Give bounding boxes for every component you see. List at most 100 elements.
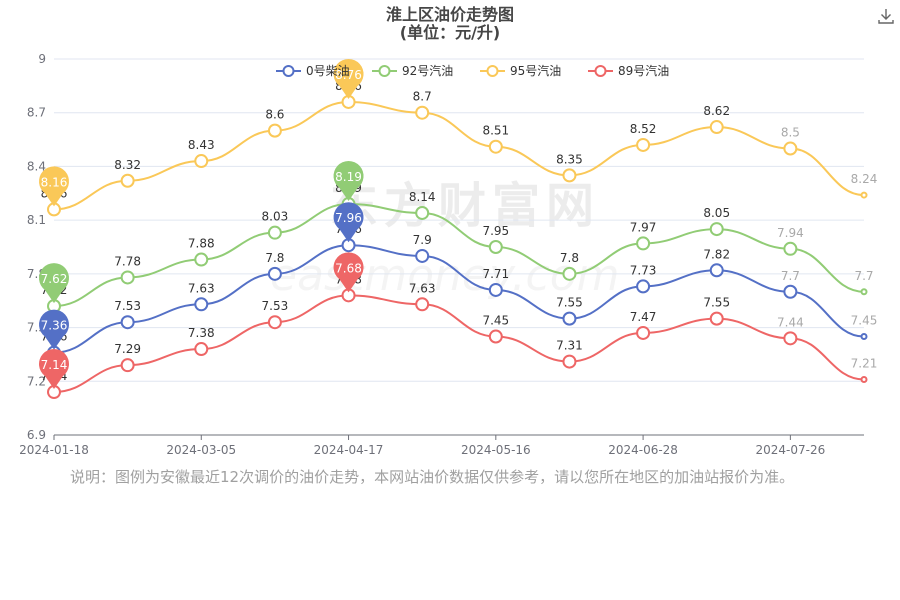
data-point-0-10 — [783, 284, 798, 299]
legend-item-0[interactable]: 0号柴油 — [276, 64, 350, 78]
footnote: 说明：图例为安徽最近12次调价的油价走势，本网站油价数据仅供参考，请以您所在地区… — [70, 468, 795, 486]
data-label-1-6: 7.95 — [482, 224, 509, 238]
legend-symbol-2 — [486, 65, 499, 77]
series-line-3 — [53, 294, 865, 394]
y-tick-label-4: 8.1 — [27, 213, 46, 227]
data-points — [47, 94, 868, 400]
data-point-0-8 — [636, 279, 651, 294]
legend-label-3: 89号汽油 — [618, 63, 669, 78]
pin-marker-2 — [39, 263, 70, 304]
pin-marker-0 — [39, 309, 70, 350]
data-label-3-11: 7.21 — [851, 356, 878, 370]
data-label-3-3: 7.53 — [262, 299, 289, 313]
pin-label-6: 7.14 — [41, 358, 68, 372]
x-tick-label-5: 2024-07-26 — [755, 443, 825, 457]
data-label-3-7: 7.31 — [556, 339, 583, 353]
pin-marker-3 — [333, 161, 364, 202]
pin-label-3: 8.19 — [335, 170, 362, 184]
data-point-3-10 — [783, 331, 798, 346]
data-label-0-3: 7.8 — [265, 251, 284, 265]
pin-label-5: 8.76 — [335, 68, 362, 82]
data-point-1-1 — [120, 270, 135, 285]
y-tick-label-1: 7.2 — [27, 374, 46, 388]
chart-title: 淮上区油价走势图 — [386, 5, 514, 24]
data-point-3-6 — [488, 329, 503, 344]
data-label-1-3: 8.03 — [262, 210, 289, 224]
pin-label-4: 8.16 — [41, 175, 68, 189]
data-label-0-7: 7.55 — [556, 296, 583, 310]
data-label-3-5: 7.63 — [409, 281, 436, 295]
data-label-0-1: 7.53 — [114, 299, 141, 313]
data-point-0-2 — [194, 297, 209, 312]
y-tick-label-6: 8.7 — [27, 106, 46, 120]
data-label-2-7: 8.35 — [556, 152, 583, 166]
pin-label-0: 7.36 — [41, 319, 68, 333]
x-tick-label-3: 2024-05-16 — [461, 443, 531, 457]
series-line-0 — [53, 244, 865, 354]
series-line-2 — [53, 100, 865, 211]
data-label-3-2: 7.38 — [188, 326, 215, 340]
pin-marker-1 — [333, 202, 364, 243]
pin-marker-6 — [39, 349, 70, 390]
y-tick-label-7: 9 — [38, 52, 46, 66]
data-point-1-10 — [783, 241, 798, 256]
data-point-1-3 — [267, 225, 282, 240]
data-label-0-9: 7.82 — [703, 247, 730, 261]
data-point-2-3 — [267, 123, 282, 138]
series-line-1 — [53, 203, 865, 308]
data-label-0-8: 7.73 — [630, 263, 657, 277]
y-tick-label-5: 8.4 — [27, 159, 46, 173]
data-label-3-1: 7.29 — [114, 342, 141, 356]
data-point-1-9 — [709, 222, 724, 237]
data-point-0-6 — [488, 282, 503, 297]
pin-markers: 7.36 7.96 7.62 8.19 8.16 8.76 7.14 7.68 — [39, 58, 364, 390]
data-label-3-6: 7.45 — [482, 314, 509, 328]
data-labels: 7.36 7.53 7.63 7.8 7.96 7.9 7.71 7.55 7.73 7.82 7.… — [41, 79, 878, 383]
data-point-3-9 — [709, 311, 724, 326]
grid — [54, 58, 864, 436]
data-label-2-10: 8.5 — [781, 126, 800, 140]
x-tick-label-4: 2024-06-28 — [608, 443, 678, 457]
legend-label-2: 95号汽油 — [510, 63, 561, 78]
data-label-3-9: 7.55 — [703, 296, 730, 310]
data-point-0-7 — [562, 311, 577, 326]
data-label-1-2: 7.88 — [188, 237, 215, 251]
data-label-2-1: 8.32 — [114, 158, 141, 172]
data-label-1-5: 8.14 — [409, 190, 436, 204]
data-label-1-7: 7.8 — [560, 251, 579, 265]
pin-marker-5 — [333, 58, 364, 99]
legend-item-1[interactable]: 92号汽油 — [372, 63, 453, 78]
data-label-0-11: 7.45 — [851, 314, 878, 328]
data-point-3-3 — [267, 315, 282, 330]
legend-label-0: 0号柴油 — [306, 64, 350, 78]
data-label-2-6: 8.51 — [482, 124, 509, 138]
y-tick-label-0: 6.9 — [27, 428, 46, 442]
legend[interactable]: 0号柴油 92号汽油 95号汽油 89号汽油 — [276, 63, 669, 78]
data-point-3-8 — [636, 325, 651, 340]
data-point-3-11 — [860, 375, 868, 383]
legend-item-3[interactable]: 89号汽油 — [588, 63, 669, 78]
legend-item-2[interactable]: 95号汽油 — [480, 63, 561, 78]
watermark-sub: eastmoney.com — [270, 250, 620, 301]
data-point-2-2 — [194, 154, 209, 169]
data-point-2-9 — [709, 120, 724, 135]
data-point-3-7 — [562, 354, 577, 369]
legend-symbol-3 — [594, 65, 607, 77]
legend-symbol-0 — [282, 65, 295, 77]
data-point-1-6 — [488, 240, 503, 254]
data-label-1-1: 7.78 — [114, 254, 141, 268]
data-point-2-10 — [783, 141, 798, 156]
data-point-3-2 — [194, 342, 209, 357]
data-point-3-5 — [415, 297, 430, 312]
pin-marker-4 — [39, 166, 70, 207]
x-tick-label-1: 2024-03-05 — [166, 443, 236, 457]
download-icon[interactable] — [876, 6, 896, 26]
data-point-1-8 — [636, 236, 651, 251]
data-label-2-2: 8.43 — [188, 138, 215, 152]
data-label-2-8: 8.52 — [630, 122, 657, 136]
pin-marker-7 — [333, 252, 364, 293]
x-tick-label-0: 2024-01-18 — [19, 443, 89, 457]
data-label-2-3: 8.6 — [265, 108, 284, 122]
pin-label-1: 7.96 — [335, 211, 362, 225]
data-label-3-8: 7.47 — [630, 310, 657, 324]
